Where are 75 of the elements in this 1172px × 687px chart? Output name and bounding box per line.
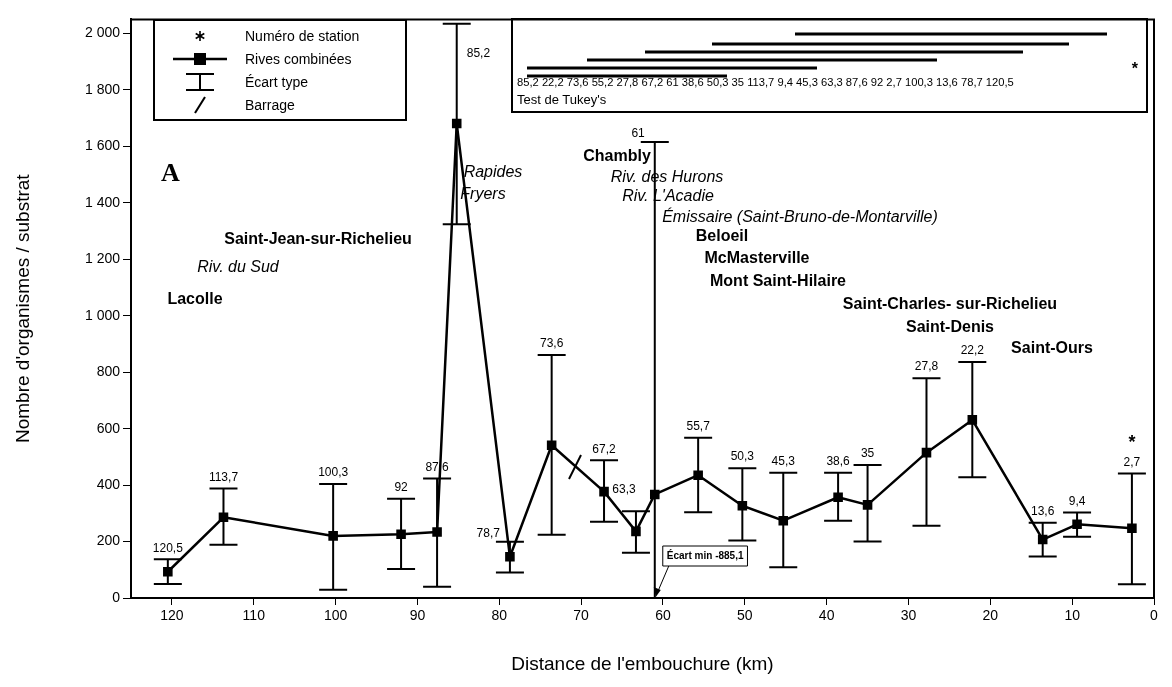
annotation: Barrage	[245, 96, 295, 113]
annotation: McMasterville	[704, 249, 810, 267]
annotation: 67,2	[592, 441, 617, 456]
annotation: Rapides	[463, 163, 523, 181]
annotation: 85,2 22,2 73,6 55,2 27,8 67,2 61 38,6 50,3 35 113,7 9,4 45,3 63,3 87,6 92 2,7 100,3 13,6 78,7 120,5	[517, 76, 1014, 88]
annotation: Saint-Jean-sur-Richelieu	[224, 230, 412, 248]
point	[693, 470, 703, 481]
text: *	[1131, 60, 1138, 77]
annotation: 113,7	[208, 469, 239, 484]
y-tick-label: 1 400	[84, 193, 121, 210]
annotation: Chambly	[583, 147, 651, 165]
annotation: Test de Tukey's	[517, 92, 607, 107]
annotation: Émissaire (Saint-Bruno-de-Montarville)	[662, 207, 938, 226]
x-tick-label: 0	[1150, 607, 1159, 624]
x-tick-label: 70	[573, 607, 590, 624]
y-tick-label: 1 000	[84, 306, 121, 323]
y-tick-label: 800	[96, 363, 121, 380]
annotation: 92	[394, 479, 409, 494]
y-tick-label: 1 800	[84, 80, 121, 97]
x-tick-label: 50	[737, 607, 753, 624]
legend-label: Rives combinées	[245, 50, 352, 67]
point	[833, 492, 843, 503]
annotation: 27,8	[914, 359, 939, 374]
annotation: Saint-Charles- sur-Richelieu	[842, 295, 1058, 313]
x-tick-label: 90	[409, 607, 426, 624]
x-tick-label: 100	[323, 607, 348, 624]
annotation: 2,7	[1123, 454, 1141, 469]
x-tick-label: 120	[160, 607, 184, 624]
y-tick-label: 2 000	[84, 24, 121, 41]
annotation: Saint-Denis	[905, 318, 995, 336]
annotation: 120,5	[152, 540, 184, 555]
annotation: 55,7	[686, 419, 711, 433]
x-tick-label: 40	[818, 607, 835, 624]
y-tick-label: 400	[96, 475, 121, 492]
y-tick-label: 1 200	[84, 250, 121, 267]
annotation: Riv. du Sud	[197, 258, 280, 276]
annotation: 38,6	[826, 454, 851, 468]
annotation: 50,3	[730, 449, 755, 464]
annotation: Numéro de station	[245, 27, 360, 44]
point	[328, 531, 338, 541]
x-tick-label: 80	[491, 607, 508, 624]
annotation: 35	[860, 446, 875, 461]
annotation: *	[1128, 432, 1136, 453]
x-tick-label: 10	[1064, 607, 1081, 624]
annotation: A	[161, 158, 180, 188]
x-tick-label: 60	[655, 607, 671, 624]
x-tick-label: 20	[982, 607, 999, 624]
annotation: Écart type	[245, 73, 309, 90]
annotation: 45,3	[771, 454, 796, 468]
y-tick-label: 600	[96, 419, 121, 436]
annotation: 85,2	[466, 45, 491, 60]
annotation: Beloeil	[695, 227, 749, 245]
annotation: 100,3	[318, 465, 349, 480]
annotation: Écart min -885,1	[666, 548, 744, 561]
annotation: 9,4	[1068, 493, 1086, 508]
y-tick-label: 1 600	[84, 137, 121, 154]
x-tick-label: 110	[242, 607, 266, 624]
point	[396, 529, 406, 539]
x-axis-title: Distance de l'embouchure (km)	[511, 652, 774, 674]
annotation: 63,3	[612, 481, 636, 496]
y-tick-label: 0	[112, 588, 121, 605]
annotation: 73,6	[539, 336, 564, 351]
y-tick-label: 200	[96, 532, 121, 549]
annotation: Mont Saint-Hilaire	[709, 272, 847, 290]
x-tick-label: 30	[900, 607, 917, 624]
point	[163, 566, 173, 577]
annotation: 22,2	[960, 343, 985, 358]
annotation: 61	[631, 126, 646, 141]
point	[505, 552, 515, 562]
annotation: 78,7	[476, 526, 501, 541]
point	[432, 527, 442, 537]
annotation: Saint-Ours	[1011, 339, 1093, 357]
annotation: 13,6	[1031, 503, 1055, 518]
y-axis-title: Nombre d'organismes / substrat	[11, 173, 33, 444]
annotation: Lacolle	[167, 290, 223, 308]
